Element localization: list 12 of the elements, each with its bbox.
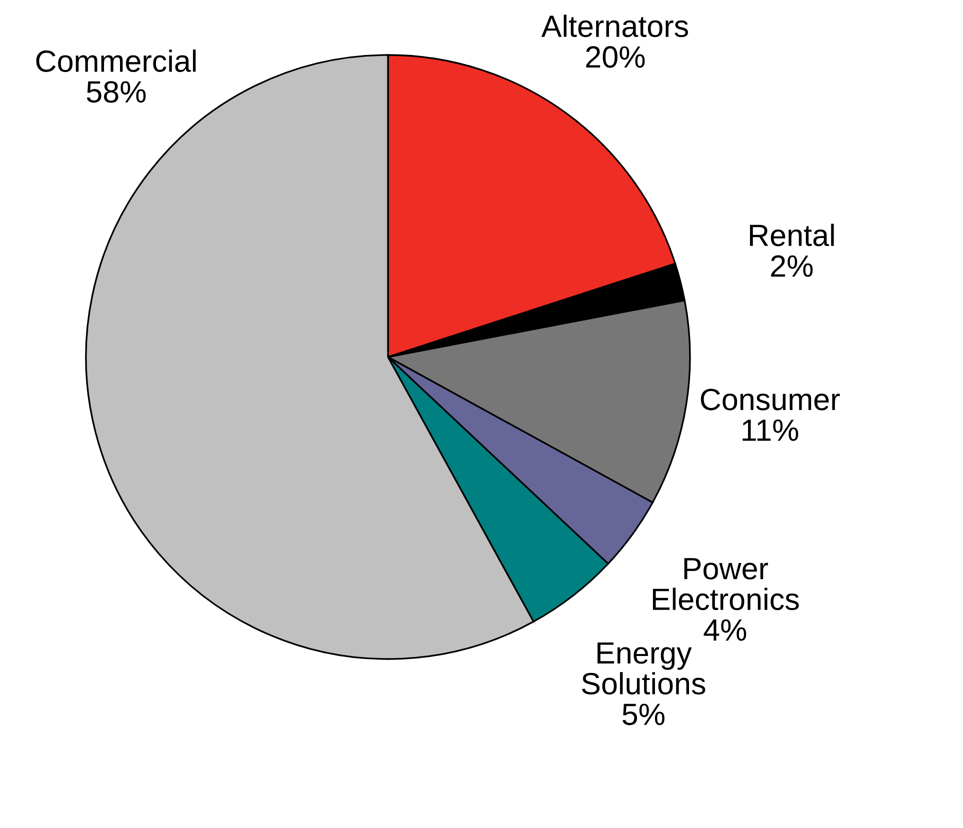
slice-label: Consumer <box>700 388 840 410</box>
data-label: 20% <box>586 46 645 68</box>
slice-label: Energy Solutions <box>582 642 706 695</box>
slice-label: Alternators <box>541 14 688 38</box>
slice-label: Commercial <box>36 50 196 72</box>
slice-label: Power Electronics <box>652 558 799 610</box>
data-label: 5% <box>622 704 664 726</box>
slice-label: Rental <box>750 224 834 246</box>
data-label: 11% <box>742 420 798 441</box>
data-label: 2% <box>771 255 813 277</box>
data-label: 4% <box>704 619 746 641</box>
data-label: 58% <box>86 81 146 103</box>
